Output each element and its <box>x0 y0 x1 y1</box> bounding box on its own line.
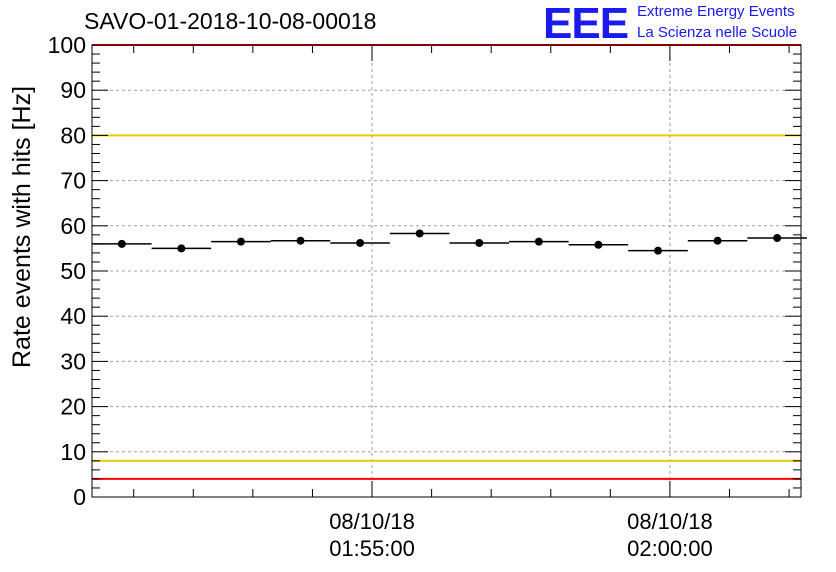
data-point <box>654 246 663 255</box>
x-tick-date: 08/10/18 <box>627 509 713 534</box>
y-tick-label: 50 <box>60 258 86 284</box>
data-point <box>713 236 722 245</box>
logo-subtitle-line1: Extreme Energy Events <box>637 3 795 20</box>
x-tick-label: 08/10/18 01:55:00 <box>292 508 452 562</box>
y-tick-label: 60 <box>60 213 86 239</box>
logo-subtitle-line2: La Scienza nelle Scuole <box>637 24 798 41</box>
y-tick-label: 70 <box>60 168 86 194</box>
y-tick-label: 10 <box>60 439 86 465</box>
x-tick-time: 01:55:00 <box>329 536 415 561</box>
y-tick-label: 90 <box>60 77 86 103</box>
y-tick-label: 100 <box>48 32 86 58</box>
data-point <box>296 236 305 245</box>
y-tick-label: 30 <box>60 348 86 374</box>
data-point <box>773 234 782 243</box>
x-tick-time: 02:00:00 <box>627 536 713 561</box>
y-tick-label: 0 <box>73 484 86 510</box>
plot-frame <box>91 44 802 498</box>
data-point <box>236 237 245 246</box>
y-tick-label: 80 <box>60 122 86 148</box>
y-axis-title: Rate events with hits [Hz] <box>8 85 36 368</box>
y-tick-label: 20 <box>60 394 86 420</box>
axes: 0 10 20 30 40 50 60 70 80 90 100 <box>48 32 802 510</box>
data-point <box>594 240 603 249</box>
data-points <box>92 229 807 255</box>
data-point <box>177 244 186 253</box>
data-point <box>117 239 126 248</box>
chart-title: SAVO-01-2018-10-08-00018 <box>84 8 377 34</box>
data-point <box>415 229 424 238</box>
x-tick-date: 08/10/18 <box>329 509 415 534</box>
y-tick-label: 40 <box>60 303 86 329</box>
grid-layer <box>92 45 801 497</box>
eee-logo: EEE <box>543 0 629 48</box>
x-tick-label: 08/10/18 02:00:00 <box>590 508 750 562</box>
data-point <box>356 238 365 247</box>
data-point <box>475 238 484 247</box>
data-point <box>534 237 543 246</box>
reference-lines <box>92 44 801 480</box>
